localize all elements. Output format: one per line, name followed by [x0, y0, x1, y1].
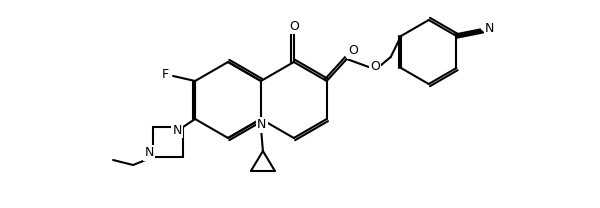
Text: N: N: [172, 124, 182, 136]
Text: O: O: [289, 20, 299, 32]
Text: F: F: [161, 68, 169, 80]
Text: N: N: [145, 146, 154, 160]
Text: O: O: [370, 61, 380, 73]
Text: N: N: [257, 119, 266, 131]
Text: O: O: [348, 45, 358, 57]
Text: N: N: [485, 22, 494, 36]
